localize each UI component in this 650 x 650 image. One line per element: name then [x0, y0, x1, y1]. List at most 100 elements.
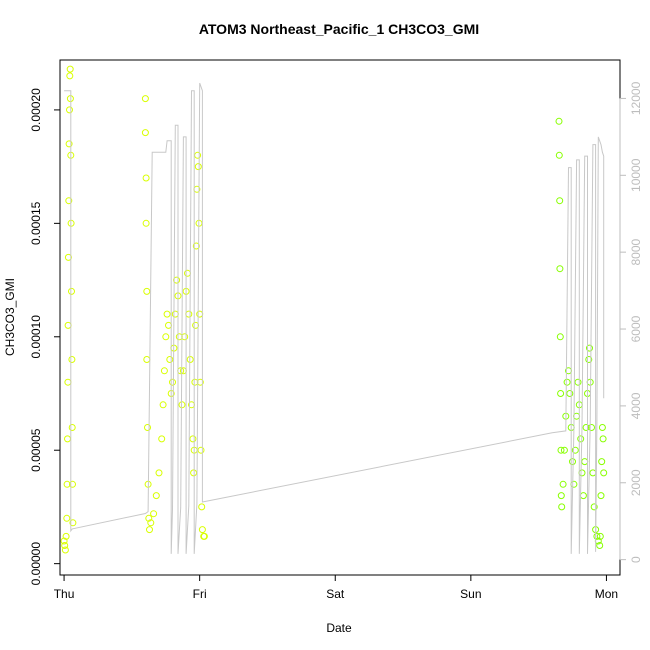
data-point — [200, 532, 208, 540]
y2-tick-label: 10000 — [629, 158, 643, 192]
data-point — [556, 197, 564, 205]
y-tick-label: 0.00005 — [29, 428, 43, 472]
x-axis: Thu Fri Sat Sun Mon — [54, 574, 618, 601]
data-point — [63, 480, 71, 488]
data-point — [64, 378, 72, 386]
data-point — [577, 435, 585, 443]
data-point — [142, 219, 150, 227]
data-point — [556, 333, 564, 341]
series-points-1 — [555, 117, 608, 549]
data-point — [144, 424, 151, 431]
data-point — [166, 356, 174, 363]
data-point — [68, 424, 76, 431]
y2-tick-label: 12000 — [629, 81, 643, 115]
data-point — [169, 378, 176, 386]
data-point — [68, 287, 75, 295]
data-point — [143, 356, 151, 363]
data-point — [569, 458, 576, 466]
data-point — [198, 526, 206, 534]
y2-tick-label: 2000 — [629, 469, 643, 496]
data-point — [66, 65, 74, 73]
y2-tick-label: 6000 — [629, 315, 643, 342]
data-point — [141, 95, 149, 103]
data-point — [593, 532, 601, 540]
data-point — [64, 253, 72, 261]
data-point — [599, 435, 607, 443]
data-point — [574, 378, 582, 386]
data-point — [62, 532, 70, 540]
data-point — [155, 469, 163, 477]
data-point — [184, 269, 191, 277]
data-point — [147, 519, 155, 527]
x-tick-label: Sat — [326, 587, 345, 601]
data-point — [63, 514, 71, 522]
data-point — [581, 458, 589, 466]
series-points-0 — [60, 65, 208, 554]
data-point — [65, 197, 73, 205]
data-point — [589, 469, 597, 477]
data-point — [557, 446, 565, 454]
data-point — [69, 480, 76, 488]
data-point — [596, 542, 604, 549]
data-point — [159, 401, 167, 409]
data-point — [194, 163, 202, 171]
data-point — [152, 492, 160, 500]
data-point — [185, 310, 193, 318]
y2-tick-label: 8000 — [629, 238, 643, 265]
x-tick-label: Thu — [54, 587, 75, 601]
data-point — [198, 503, 206, 511]
data-point — [585, 356, 593, 363]
data-point — [158, 435, 166, 443]
data-point — [560, 446, 568, 454]
x-axis-label: Date — [326, 621, 352, 635]
data-point — [173, 276, 181, 284]
data-point — [557, 492, 565, 500]
data-point — [598, 458, 606, 466]
data-point — [171, 310, 179, 318]
data-point — [142, 174, 150, 182]
data-point — [586, 344, 593, 352]
data-point — [582, 424, 590, 431]
y2-tick-label: 4000 — [629, 392, 643, 419]
data-point — [61, 542, 69, 549]
y-tick-label: 0.00010 — [29, 315, 43, 359]
plot-area — [60, 65, 608, 554]
x-tick-label: Sun — [460, 587, 481, 601]
data-point — [196, 310, 204, 318]
chart-title: ATOM3 Northeast_Pacific_1 CH3CO3_GMI — [199, 21, 479, 37]
data-point — [557, 390, 565, 397]
data-point — [559, 480, 567, 488]
x-tick-label: Fri — [193, 587, 207, 601]
y-axis-left: 0.00000 0.00005 0.00010 0.00015 0.00020 — [29, 88, 61, 586]
data-point — [555, 151, 563, 159]
y-tick-label: 0.00020 — [29, 88, 43, 132]
data-point — [571, 446, 579, 454]
data-point — [192, 321, 200, 329]
data-point — [566, 390, 574, 397]
data-point — [570, 480, 578, 488]
y-tick-label: 0.00000 — [29, 542, 43, 586]
data-point — [192, 242, 200, 250]
data-point — [590, 503, 598, 511]
y-tick-label: 0.00015 — [29, 201, 43, 245]
data-point — [600, 469, 608, 477]
data-point — [163, 310, 171, 318]
y-axis-right: 0 2000 4000 6000 8000 10000 12000 — [619, 81, 643, 563]
data-point — [145, 514, 153, 522]
data-point — [597, 492, 605, 500]
data-point — [69, 519, 77, 527]
data-point — [598, 424, 606, 431]
data-point — [146, 526, 153, 534]
data-point — [65, 140, 73, 148]
y2-tick-label: 0 — [629, 556, 643, 563]
data-point — [190, 469, 198, 477]
data-point — [60, 537, 68, 545]
data-point — [579, 492, 587, 500]
data-point — [588, 424, 595, 431]
data-point — [563, 378, 571, 386]
data-point — [197, 446, 205, 454]
data-point — [64, 321, 72, 329]
data-point — [68, 356, 76, 363]
x-tick-label: Mon — [595, 587, 618, 601]
